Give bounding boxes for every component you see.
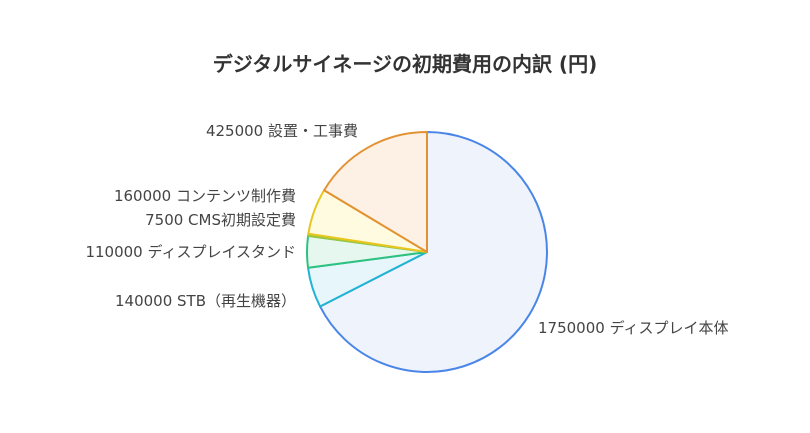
pie-labels: 1750000 ディスプレイ本体 140000 STB（再生機器） 110000 デ…	[85, 122, 728, 337]
pie-slices	[306, 131, 548, 373]
slice-label: 7500 CMS初期設定費	[145, 211, 296, 229]
chart-title: デジタルサイネージの初期費用の内訳 (円)	[212, 52, 598, 76]
slice-label: 1750000 ディスプレイ本体	[538, 319, 729, 337]
pie-slice	[323, 131, 428, 253]
slice-label: 140000 STB（再生機器）	[115, 292, 296, 310]
pie-slice	[319, 131, 548, 373]
slice-label: 110000 ディスプレイスタンド	[85, 243, 296, 261]
slice-label: 425000 設置・工事費	[206, 122, 358, 140]
slice-label: 160000 コンテンツ制作費	[114, 187, 296, 205]
